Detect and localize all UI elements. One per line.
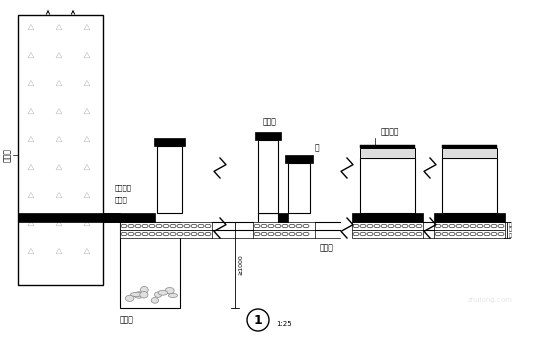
Ellipse shape <box>169 294 178 298</box>
Bar <box>255 132 281 140</box>
Text: 疏
水
层: 疏 水 层 <box>509 222 512 238</box>
Bar <box>18 213 120 222</box>
Bar <box>352 213 423 222</box>
Bar <box>434 230 505 238</box>
Ellipse shape <box>140 291 148 298</box>
Ellipse shape <box>134 292 144 298</box>
Bar <box>253 222 315 230</box>
Bar <box>360 145 415 148</box>
Ellipse shape <box>141 287 148 293</box>
Text: 素砼垫层: 素砼垫层 <box>381 127 399 136</box>
Bar <box>434 222 505 230</box>
Circle shape <box>247 309 269 331</box>
Bar <box>157 146 182 213</box>
Bar <box>434 213 505 222</box>
Text: 挡土墙: 挡土墙 <box>2 148 12 162</box>
Bar <box>442 148 497 158</box>
Bar <box>442 158 497 213</box>
Bar <box>154 138 185 146</box>
Bar <box>120 230 212 238</box>
Bar <box>103 213 155 222</box>
Bar <box>360 158 415 213</box>
Bar <box>285 155 313 163</box>
Bar <box>442 145 497 148</box>
Bar <box>352 230 423 238</box>
Text: 集水框架: 集水框架 <box>115 185 132 191</box>
Ellipse shape <box>125 295 134 302</box>
Bar <box>120 222 212 230</box>
Ellipse shape <box>165 288 174 294</box>
Text: 1: 1 <box>254 313 263 327</box>
Ellipse shape <box>155 292 162 297</box>
Text: zhulong.com: zhulong.com <box>468 297 512 303</box>
Ellipse shape <box>130 292 142 296</box>
Bar <box>18 15 103 285</box>
Bar <box>352 222 423 230</box>
Bar <box>258 140 278 213</box>
Bar <box>258 213 278 233</box>
Text: 能流台: 能流台 <box>263 118 277 126</box>
Text: 疏水层: 疏水层 <box>320 244 334 252</box>
Text: 集水井: 集水井 <box>120 315 134 324</box>
Text: 梁: 梁 <box>315 143 320 153</box>
Bar <box>253 230 315 238</box>
Bar <box>120 222 180 308</box>
Text: 1:25: 1:25 <box>276 321 292 327</box>
Text: 疏水管: 疏水管 <box>115 197 128 203</box>
Text: ≥1000: ≥1000 <box>238 255 243 275</box>
Bar <box>278 213 288 222</box>
Bar <box>288 163 310 213</box>
Bar <box>360 148 415 158</box>
Ellipse shape <box>158 290 167 295</box>
Ellipse shape <box>151 298 158 303</box>
